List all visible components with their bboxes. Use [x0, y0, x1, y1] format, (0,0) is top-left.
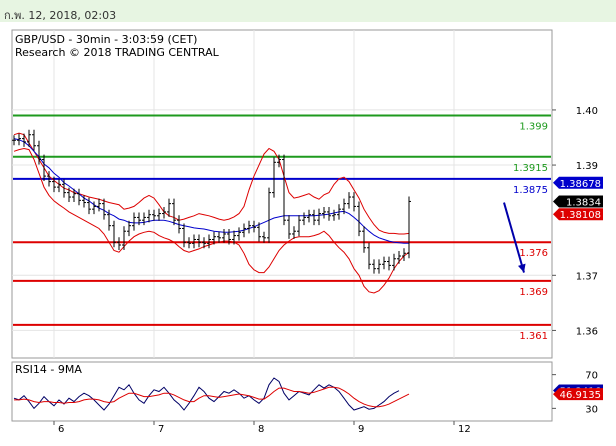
rsi-tag-label: 46.9135 [560, 390, 601, 401]
x-tick-label: 8 [258, 424, 264, 435]
price-panel-frame [11, 29, 553, 359]
date-bar: ก.พ. 12, 2018, 02:03 [0, 0, 616, 22]
price-chart-title: GBP/USD - 30min - 3:03:59 (CET) [15, 33, 197, 46]
price-tag-label: 1.38678 [560, 179, 601, 190]
forecast-arrow [503, 202, 526, 273]
price-tag-label: 1.38108 [560, 210, 601, 221]
rsi-y-axis: 70 30 [552, 371, 598, 415]
level-label: 1.3875 [513, 185, 548, 196]
level-label: 1.399 [519, 121, 548, 132]
price-y-tick-label: 1.39 [576, 161, 598, 172]
rsi-line [13, 377, 400, 411]
x-axis: 6 7 8 9 12 [53, 421, 471, 435]
level-label: 1.376 [519, 248, 548, 259]
bollinger_middle-line [13, 138, 409, 244]
rsi-series-group [13, 377, 410, 411]
rsi-y-tick-label: 70 [585, 371, 598, 382]
rsi-title: RSI14 - 9MA [15, 363, 82, 376]
x-tick-label: 6 [58, 424, 64, 435]
level-label: 1.361 [519, 331, 548, 342]
price-tag-label: 1.3834 [566, 197, 601, 208]
bollinger_lower-line [13, 147, 410, 294]
x-tick-label: 9 [358, 424, 364, 435]
price-tag-box [553, 208, 603, 221]
price-tag-box [553, 195, 603, 208]
price-chart-subtitle: Research © 2018 TRADING CENTRAL [15, 46, 220, 59]
rsi_ma-line [14, 386, 410, 408]
rsi-y-tick-label: 30 [585, 404, 598, 415]
price-y-axis: 1.40 1.39 1.37 1.36 [552, 106, 598, 337]
price-y-tick-label: 1.36 [576, 326, 598, 337]
level-label: 1.369 [519, 287, 548, 298]
chart-date: ก.พ. 12, 2018, 02:03 [4, 9, 117, 22]
price-gridlines [12, 30, 552, 358]
forecast-arrow-head [518, 263, 526, 273]
price-bars [12, 129, 411, 274]
rsi-tags: 51.241646.9135 [553, 384, 603, 401]
price-tags: 1.38678 1.3834 1.38108 [553, 176, 603, 221]
price-tag-box [553, 176, 603, 189]
x-tick-label: 7 [158, 424, 164, 435]
price-series-group [12, 129, 411, 294]
support-resistance-levels: 1.399 1.3915 1.3875 1.376 1.369 1.361 [13, 114, 551, 342]
forecast-arrow-shaft [503, 202, 525, 273]
level-label: 1.3915 [513, 163, 548, 174]
rsi-panel-frame [11, 361, 553, 422]
price-y-tick-label: 1.37 [576, 271, 598, 282]
price-y-tick-label: 1.40 [576, 106, 598, 117]
x-tick-label: 12 [458, 424, 471, 435]
rsi-tag-box [553, 388, 603, 401]
